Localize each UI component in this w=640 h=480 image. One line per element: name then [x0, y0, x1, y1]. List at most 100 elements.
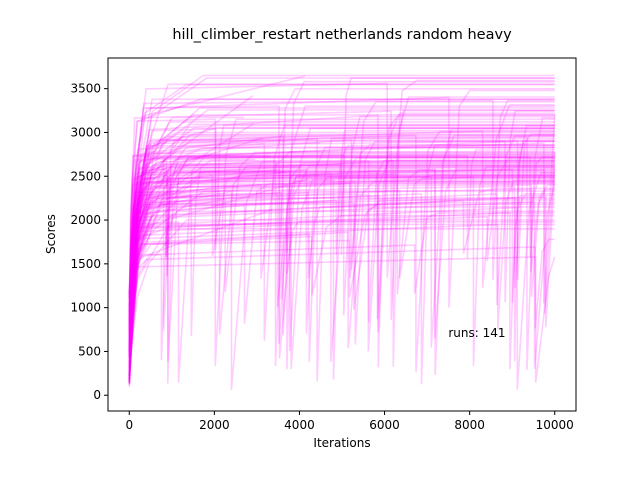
y-tick-label: 2500 — [70, 169, 101, 183]
run-line — [128, 109, 555, 318]
run-line — [128, 77, 555, 336]
run-line — [128, 135, 555, 381]
run-line — [128, 80, 555, 336]
run-line — [128, 151, 555, 313]
run-line — [128, 169, 555, 350]
run-line — [128, 127, 555, 352]
run-line — [128, 180, 555, 307]
run-line — [128, 175, 555, 344]
run-line — [128, 214, 555, 296]
run-line — [128, 105, 555, 344]
x-tick-label: 2000 — [199, 418, 230, 432]
run-line — [128, 133, 555, 297]
x-tick-label: 4000 — [284, 418, 315, 432]
y-tick-label: 3500 — [70, 82, 101, 96]
run-line — [128, 95, 254, 339]
run-line — [128, 161, 555, 390]
run-line — [128, 77, 555, 352]
y-tick-label: 1000 — [70, 301, 101, 315]
run-line — [128, 134, 555, 348]
y-tick-label: 1500 — [70, 257, 101, 271]
run-line — [128, 88, 555, 377]
run-line — [128, 147, 555, 349]
run-line — [128, 98, 555, 313]
run-line — [128, 107, 555, 367]
run-line — [128, 117, 555, 370]
run-line — [128, 171, 555, 328]
run-line — [128, 134, 555, 317]
run-line — [128, 75, 306, 306]
run-line — [128, 168, 555, 364]
run-line — [128, 177, 555, 320]
run-line — [128, 212, 555, 314]
run-line — [128, 171, 286, 324]
run-line — [128, 238, 555, 329]
run-line — [128, 115, 555, 357]
run-line — [128, 183, 556, 369]
run-line — [128, 206, 555, 362]
run-line — [128, 177, 555, 329]
run-line — [128, 178, 309, 364]
run-line — [128, 183, 555, 350]
x-tick-label: 8000 — [454, 418, 485, 432]
run-line — [128, 137, 555, 382]
run-line — [128, 124, 555, 341]
run-line — [128, 174, 555, 307]
run-line — [128, 179, 555, 330]
run-line — [128, 168, 556, 371]
run-line — [128, 164, 555, 368]
run-line — [128, 110, 555, 353]
run-line — [128, 154, 555, 358]
run-line — [128, 136, 555, 319]
run-line — [128, 179, 555, 382]
run-line — [128, 176, 555, 367]
run-line — [128, 182, 555, 324]
run-line — [128, 174, 555, 312]
y-tick-label: 500 — [78, 344, 101, 358]
run-line — [128, 163, 555, 311]
run-line — [128, 149, 555, 321]
run-line — [128, 114, 555, 347]
run-line — [128, 155, 271, 385]
y-tick-label: 2000 — [70, 213, 101, 227]
run-line — [128, 101, 555, 296]
run-line — [128, 219, 555, 365]
run-line — [128, 187, 555, 348]
run-line — [128, 164, 555, 384]
run-line — [128, 256, 556, 383]
run-line — [128, 83, 555, 306]
run-line — [128, 158, 255, 379]
run-line — [128, 104, 555, 343]
run-line — [128, 151, 555, 344]
run-line — [128, 128, 555, 376]
run-line — [128, 123, 255, 386]
run-line — [128, 173, 555, 370]
run-line — [128, 121, 555, 298]
run-line — [128, 156, 555, 374]
run-line — [128, 162, 555, 308]
run-line — [128, 118, 555, 366]
run-line — [128, 98, 555, 351]
run-line — [128, 186, 238, 331]
run-line — [128, 140, 555, 362]
run-line — [128, 176, 555, 370]
run-line — [128, 74, 555, 381]
run-line — [128, 210, 555, 336]
plot-frame — [107, 57, 577, 412]
x-tick-label: 6000 — [369, 418, 400, 432]
chart-title: hill_climber_restart netherlands random … — [172, 27, 512, 43]
run-line — [128, 165, 555, 359]
run-line — [128, 167, 555, 336]
run-line — [128, 114, 556, 339]
run-line — [128, 125, 555, 357]
run-line — [128, 83, 555, 350]
run-line — [128, 157, 555, 358]
x-tick-label: 10000 — [536, 418, 574, 432]
run-line — [128, 190, 555, 293]
ticks-layer: 0 2000 4000 6000 8000 10000 0 500 1000 1500 2000 25… — [70, 82, 573, 432]
run-line — [128, 180, 555, 308]
y-tick-label: 0 — [93, 388, 101, 402]
run-line — [128, 159, 555, 351]
run-line — [128, 188, 555, 354]
